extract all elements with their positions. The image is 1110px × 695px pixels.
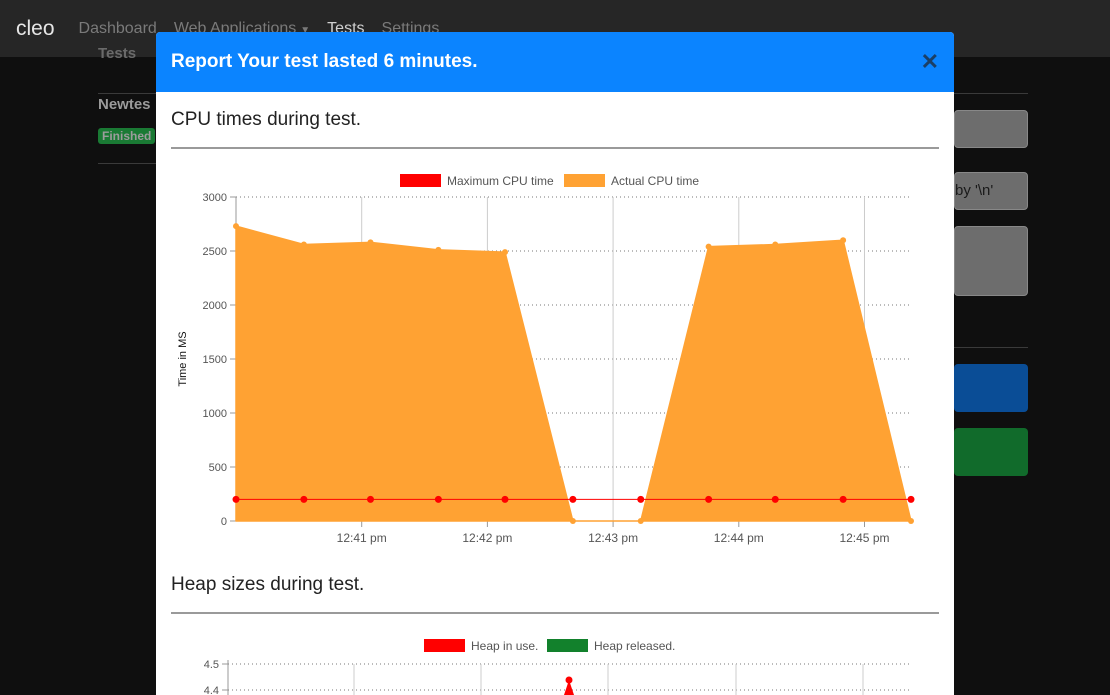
x-tick-label: 12:44 pm <box>714 531 764 545</box>
x-tick-label: 12:42 pm <box>462 531 512 545</box>
legend-label-heap-in-use: Heap in use. <box>471 639 538 653</box>
legend-swatch-heap-in-use <box>424 639 465 652</box>
legend-label-heap-released: Heap released. <box>594 639 675 653</box>
data-point-actual-cpu <box>435 246 442 253</box>
background-text-input[interactable] <box>954 110 1028 148</box>
data-point-max-cpu <box>232 495 240 503</box>
divider <box>98 93 158 94</box>
x-tick-label: 12:45 pm <box>839 531 889 545</box>
data-point-actual-cpu <box>300 241 307 248</box>
status-badge: Finished <box>98 128 156 144</box>
chevron-down-icon: ▼ <box>300 24 311 36</box>
section-divider <box>171 147 939 149</box>
data-point-heap-in-use <box>565 676 573 684</box>
y-tick-label: 500 <box>209 462 227 474</box>
legend-label-actual-cpu: Actual CPU time <box>611 174 699 188</box>
data-point-max-cpu <box>637 495 645 503</box>
data-point-actual-cpu <box>908 518 914 524</box>
x-tick-label: 12:43 pm <box>588 531 638 545</box>
data-point-actual-cpu <box>637 518 644 524</box>
data-point-actual-cpu <box>705 243 712 250</box>
cpu-times-chart: Maximum CPU time Actual CPU time 0 500 1000 1… <box>177 174 915 545</box>
data-point-actual-cpu <box>367 239 374 246</box>
y-tick-label: 2500 <box>203 246 227 258</box>
data-point-max-cpu <box>771 495 779 503</box>
data-point-max-cpu <box>569 495 577 503</box>
data-point-max-cpu <box>434 495 442 503</box>
legend-swatch-actual-cpu <box>564 174 605 187</box>
y-tick-label: 0 <box>221 516 227 528</box>
divider <box>954 347 1028 348</box>
close-icon[interactable]: ✕ <box>920 49 939 74</box>
y-tick-label: 2000 <box>203 300 227 312</box>
series-area-actual-cpu <box>235 225 912 522</box>
divider <box>98 163 158 164</box>
y-tick-label: 3000 <box>203 192 227 204</box>
legend-swatch-heap-released <box>547 639 588 652</box>
data-point-max-cpu <box>705 495 713 503</box>
x-tick-label: 12:41 pm <box>337 531 387 545</box>
background-primary-button[interactable] <box>954 364 1028 412</box>
heap-sizes-chart: Heap in use. Heap released. 4.5 4.4 <box>204 639 911 695</box>
legend-label-max-cpu: Maximum CPU time <box>447 174 554 188</box>
divider <box>954 93 1028 94</box>
data-point-max-cpu <box>907 495 915 503</box>
y-tick-label: 1000 <box>203 408 227 420</box>
data-point-max-cpu <box>366 495 374 503</box>
modal-header: Report Your test lasted 6 minutes. ✕ <box>156 32 954 92</box>
section-divider <box>171 612 939 614</box>
data-point-max-cpu <box>300 495 308 503</box>
y-axis-label: Time in MS <box>177 331 189 386</box>
data-point-max-cpu <box>839 495 847 503</box>
data-point-actual-cpu <box>569 518 576 524</box>
data-point-max-cpu <box>501 495 509 503</box>
data-point-actual-cpu <box>840 237 847 244</box>
data-point-actual-cpu <box>233 223 239 230</box>
brand-logo[interactable]: cleo <box>16 16 55 40</box>
heap-section-title: Heap sizes during test. <box>171 574 365 595</box>
report-modal: Report Your test lasted 6 minutes. ✕ CPU… <box>156 32 954 695</box>
y-tick-label: 4.4 <box>204 685 219 695</box>
background-heading-fragment: Tests <box>98 45 137 62</box>
legend-swatch-max-cpu <box>400 174 441 187</box>
series-area-heap-in-use <box>564 680 574 695</box>
test-list-item-title[interactable]: Newtes <box>98 96 151 113</box>
y-tick-label: 4.5 <box>204 659 219 671</box>
data-point-actual-cpu <box>501 249 508 256</box>
background-success-button[interactable] <box>954 428 1028 476</box>
modal-title: Report Your test lasted 6 minutes. <box>171 51 478 72</box>
data-point-actual-cpu <box>772 241 779 248</box>
y-tick-label: 1500 <box>203 354 227 366</box>
nav-link-dashboard[interactable]: Dashboard <box>78 19 157 37</box>
separator-input-text: by '\n' <box>955 182 994 199</box>
background-textarea[interactable] <box>954 226 1028 296</box>
cpu-section-title: CPU times during test. <box>171 109 362 130</box>
background-separator-input[interactable]: by '\n' <box>954 172 1028 210</box>
